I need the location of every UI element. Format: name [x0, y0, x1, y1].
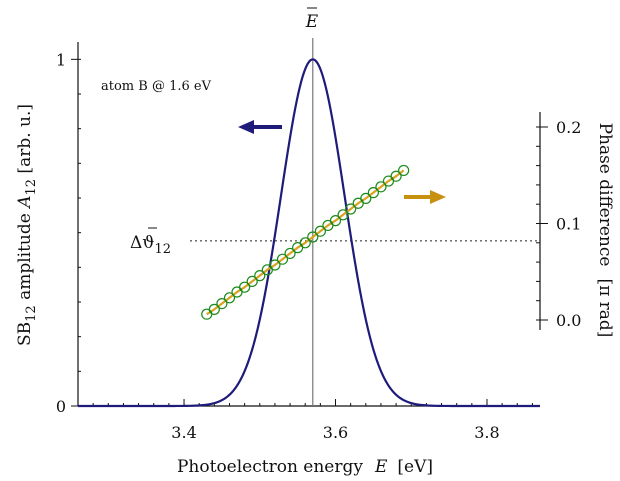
y-axis-left-label: SB12 amplitude A12 [arb. u.] [15, 104, 39, 346]
y-axis-left-label-mid: amplitude [15, 208, 35, 306]
y-axis-left-label-unit: [arb. u.] [15, 104, 35, 179]
phase-point [216, 297, 228, 310]
y-right-tick-label: 0.1 [556, 215, 581, 234]
y-axis-right-label-main: Phase difference [595, 123, 615, 267]
reference-phase-subscript: 12 [154, 242, 171, 257]
phase-point [239, 281, 251, 293]
x-axis-label-main: Photoelectron energy [177, 457, 363, 477]
phase-point [208, 303, 220, 315]
y-axis-left-label-var-sub: 12 [24, 179, 39, 196]
y-left-tick-label: 0 [56, 397, 66, 416]
y-axis-left-label-prefix: SB [15, 322, 35, 346]
x-axis-label-unit: [eV] [397, 457, 433, 477]
phase-point [337, 209, 349, 221]
phase-point [246, 275, 258, 287]
y-left-tick-label: 1 [56, 50, 66, 69]
phase-point [360, 192, 372, 205]
phase-point [345, 203, 357, 215]
tick-labels: 3.4 3.6 3.8 0 1 0.0 0.1 0.2 [56, 50, 582, 442]
y-axis-right-label-unit: [π rad] [595, 278, 615, 337]
phase-point [276, 253, 289, 265]
arrow-right-axis [404, 190, 446, 204]
mean-energy-symbol: E [305, 12, 319, 32]
series-phase-points [201, 164, 410, 320]
y-right-tick-label: 0.2 [556, 118, 581, 137]
arrow-left-axis [238, 120, 282, 134]
x-axis-label-var: E [374, 457, 388, 477]
y-axis-left-label-var: A [15, 196, 35, 210]
x-tick-label: 3.6 [323, 423, 348, 442]
phase-point [284, 247, 296, 260]
reference-phase-label: Δϑ12 [130, 233, 171, 257]
reference-phase-symbol: Δϑ [130, 233, 154, 253]
phase-point [367, 187, 379, 199]
phase-point [314, 225, 326, 237]
series-phase-line [206, 169, 405, 316]
phase-point [307, 231, 319, 243]
y-axis-left-label-sub: 12 [24, 305, 39, 322]
phase-point [398, 164, 410, 177]
y-axis-right-label: Phase difference [π rad] [595, 123, 615, 338]
annotation-text: atom B @ 1.6 eV [101, 79, 212, 94]
x-tick-label: 3.8 [474, 423, 499, 442]
y-right-tick-label: 0.0 [556, 311, 581, 330]
phase-point [299, 237, 311, 249]
phase-point [375, 181, 387, 193]
x-tick-label: 3.4 [171, 423, 196, 442]
phase-point [223, 292, 236, 304]
phase-point [269, 259, 281, 271]
x-axis-label: Photoelectron energy E [eV] [177, 457, 433, 477]
phase-point [254, 270, 266, 282]
series-amplitude-curve [78, 58, 540, 408]
phase-point [390, 170, 402, 182]
mean-energy-label: E [305, 12, 319, 32]
phase-point [329, 215, 342, 227]
